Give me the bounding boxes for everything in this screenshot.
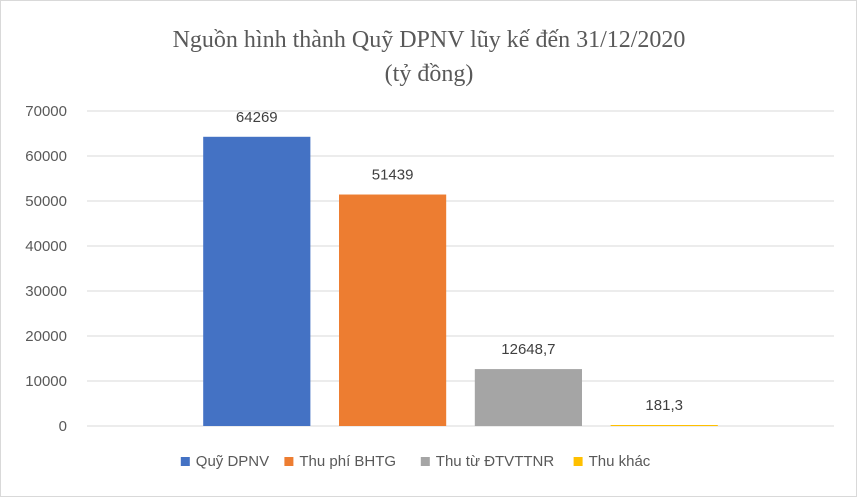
- data-label: 12648,7: [501, 341, 555, 358]
- legend-swatch: [573, 457, 583, 466]
- legend-swatch: [420, 457, 430, 466]
- y-tick-label: 10000: [25, 373, 67, 390]
- y-tick-label: 60000: [25, 148, 67, 165]
- legend: Quỹ DPNV Thu phí BHTG Thu từ ĐTVTTNR Thu kh…: [180, 453, 651, 470]
- legend-item-label: Thu từ ĐTVTTNR: [436, 453, 555, 470]
- legend-swatch: [284, 457, 294, 466]
- y-tick-label: 40000: [25, 238, 67, 255]
- y-tick-label: 50000: [25, 193, 67, 210]
- y-tick-label: 70000: [25, 103, 67, 120]
- gridlines: [87, 110, 834, 427]
- legend-swatch: [180, 457, 190, 466]
- legend-item-label: Thu phí BHTG: [299, 453, 396, 470]
- data-label: 51439: [372, 167, 414, 184]
- bars: [203, 136, 718, 427]
- y-tick-label: 20000: [25, 328, 67, 345]
- y-axis: 0 10000 20000 30000 40000 50000 60000 70000: [25, 103, 67, 435]
- y-tick-label: 0: [59, 418, 67, 435]
- bar-3: [474, 369, 582, 426]
- legend-item-label: Quỹ DPNV: [196, 453, 269, 470]
- chart-subtitle: (tỷ đồng): [385, 61, 474, 87]
- bar-2: [339, 194, 447, 426]
- bar-4: [610, 425, 718, 426]
- y-tick-label: 30000: [25, 283, 67, 300]
- chart-title: Nguồn hình thành Quỹ DPNV lũy kế đến 31/…: [173, 27, 686, 53]
- bar-1: [203, 136, 311, 427]
- data-label: 181,3: [645, 397, 683, 414]
- data-labels: 64269 51439 12648,7 181,3: [236, 109, 683, 414]
- legend-item-label: Thu khác: [589, 453, 651, 470]
- data-label: 64269: [236, 109, 278, 126]
